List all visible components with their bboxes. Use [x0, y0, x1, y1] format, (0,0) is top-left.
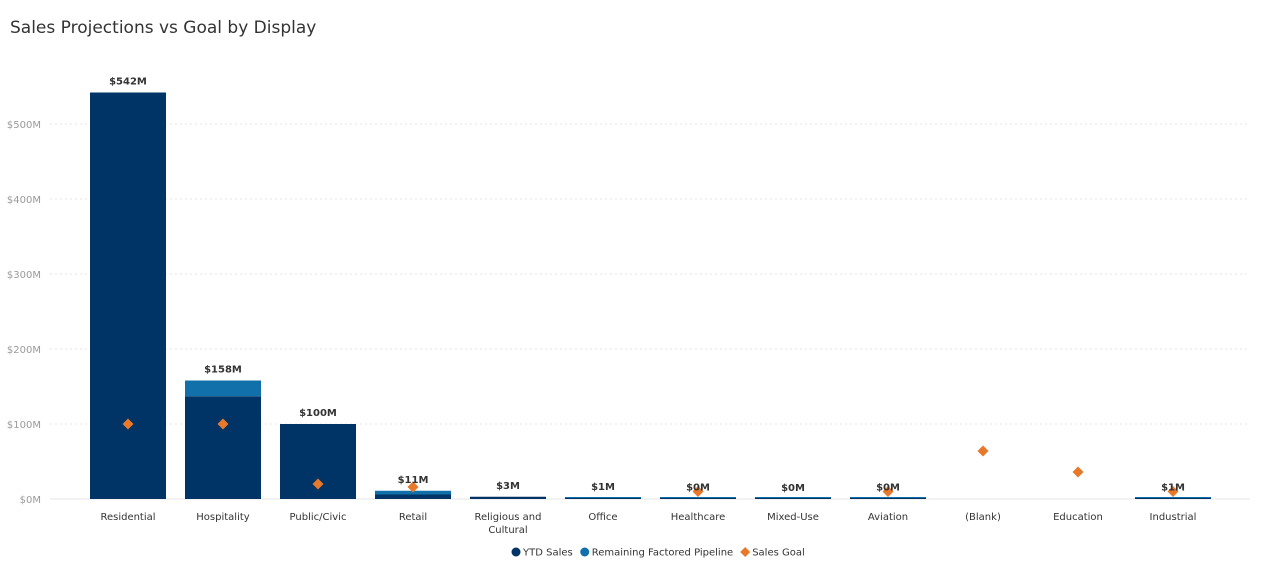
bar-ytd-sales	[1135, 498, 1211, 499]
bars	[90, 92, 1211, 499]
legend-item: YTD Sales	[511, 547, 573, 559]
goal-marker	[1072, 466, 1084, 478]
legend-label: YTD Sales	[522, 548, 573, 559]
legend: YTD Sales Remaining Factored Pipeline Sale…	[511, 547, 805, 559]
legend-label: Remaining Factored Pipeline	[592, 548, 733, 559]
x-axis: Residential Hospitality Public/Civic Retail…	[100, 512, 1196, 536]
bar-ytd-sales	[470, 496, 546, 499]
legend-swatch	[580, 547, 590, 557]
x-tick-label: Healthcare	[671, 512, 726, 523]
bar-ytd-sales	[565, 498, 641, 499]
data-label: $100M	[299, 408, 337, 419]
x-tick-label: Retail	[399, 512, 427, 523]
legend-label: Sales Goal	[752, 548, 805, 559]
data-label: $0M	[781, 483, 805, 494]
x-tick-label: Public/Civic	[290, 512, 347, 523]
y-tick-label: $100M	[7, 420, 41, 431]
y-tick-label: $300M	[7, 270, 41, 281]
legend-swatch	[740, 547, 751, 557]
data-labels: $542M $158M $100M $11M $3M $1M $0M $0M $0M $1M	[109, 77, 1185, 494]
chart-title: Sales Projections vs Goal by Display	[10, 18, 317, 38]
y-tick-label: $0M	[20, 495, 41, 506]
x-tick-label: Religious and Cultural	[475, 512, 542, 536]
y-axis: $0M $100M $200M $300M $400M $500M	[7, 120, 41, 506]
x-tick-label: Hospitality	[196, 512, 250, 523]
data-label: $158M	[204, 365, 242, 376]
bar-remaining-pipeline	[850, 497, 926, 498]
bar-remaining-pipeline	[185, 380, 261, 397]
data-label: $11M	[398, 475, 429, 486]
bar-remaining-pipeline	[1135, 497, 1211, 498]
bar-ytd-sales	[660, 498, 736, 499]
bar-ytd-sales	[90, 92, 166, 499]
x-tick-label: Office	[588, 512, 617, 523]
x-tick-label: Education	[1053, 512, 1103, 523]
goal-marker	[1167, 486, 1179, 497]
goal-marker	[977, 445, 989, 457]
bar-remaining-pipeline	[375, 490, 451, 495]
goal-marker	[407, 481, 419, 493]
gridlines	[50, 123, 1250, 500]
bar-remaining-pipeline	[660, 497, 736, 498]
data-label: $0M	[876, 483, 900, 494]
data-label: $1M	[1161, 482, 1185, 493]
x-tick-label: (Blank)	[965, 512, 1001, 523]
bar-ytd-sales	[185, 396, 261, 499]
x-tick-label: Residential	[100, 512, 155, 523]
bar-ytd-sales	[375, 494, 451, 499]
goal-marker	[122, 418, 134, 430]
x-tick-label: Industrial	[1150, 512, 1197, 523]
legend-item: Sales Goal	[740, 547, 805, 559]
goal-marker	[217, 418, 229, 430]
data-label: $1M	[591, 482, 615, 493]
y-tick-label: $200M	[7, 345, 41, 356]
x-tick-label: Aviation	[868, 512, 908, 523]
data-label: $3M	[496, 481, 520, 492]
legend-swatch	[511, 547, 521, 557]
bar-remaining-pipeline	[755, 497, 831, 498]
goal-markers	[122, 418, 1179, 497]
data-label: $542M	[109, 77, 147, 88]
bar-ytd-sales	[755, 498, 831, 499]
goal-marker	[692, 486, 704, 497]
bar-ytd-sales	[850, 498, 926, 499]
goal-marker	[882, 486, 894, 497]
x-tick-label: Mixed-Use	[767, 512, 819, 523]
data-label: $0M	[686, 483, 710, 494]
bar-remaining-pipeline	[565, 497, 641, 498]
legend-item: Remaining Factored Pipeline	[580, 547, 733, 559]
y-tick-label: $400M	[7, 195, 41, 206]
y-tick-label: $500M	[7, 120, 41, 131]
goal-marker	[312, 478, 324, 490]
